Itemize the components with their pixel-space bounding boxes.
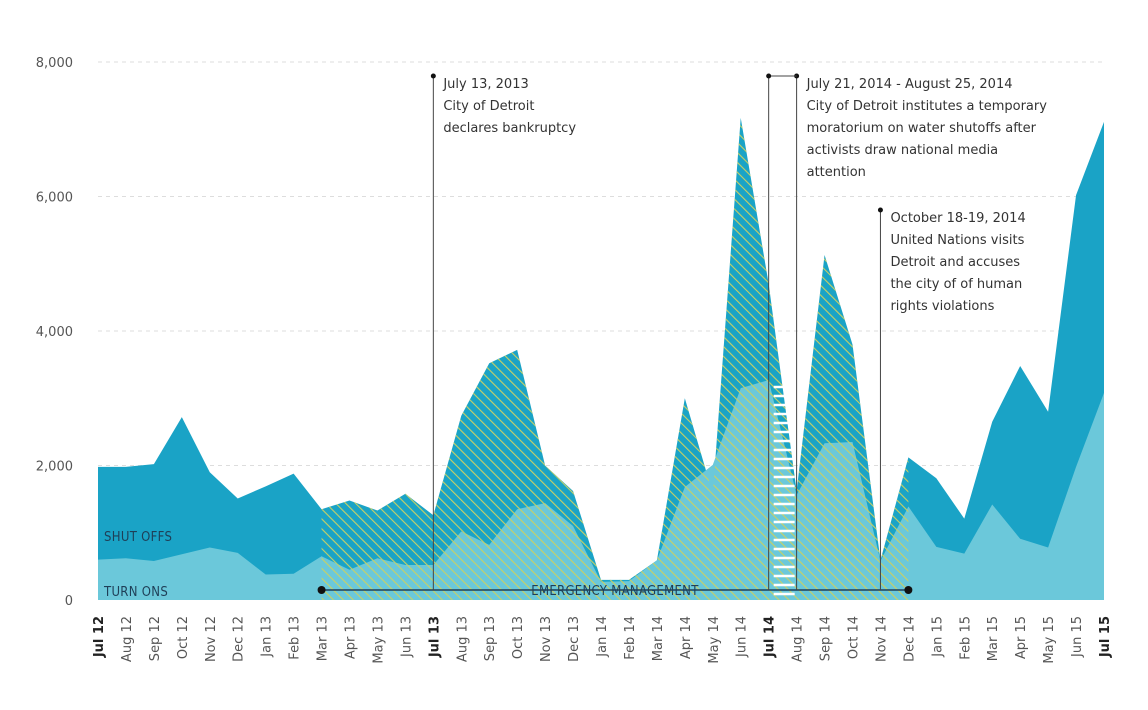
x-tick-label: Jan 15 bbox=[930, 616, 945, 658]
annotations: July 13, 2013 City of Detroit declares ban… bbox=[430, 73, 1048, 590]
shut-offs-label: SHUT OFFS bbox=[104, 530, 172, 545]
emergency-start-dot bbox=[317, 586, 326, 594]
plot-area bbox=[98, 117, 1104, 600]
x-tick-label: Jun 13 bbox=[399, 616, 414, 658]
y-tick-label: 6,000 bbox=[36, 191, 73, 206]
x-tick-label: Dec 14 bbox=[902, 616, 917, 662]
annotation-text: attention bbox=[807, 165, 866, 180]
x-tick-label: Apr 13 bbox=[344, 616, 359, 659]
annotation-text: moratorium on water shutoffs after bbox=[807, 121, 1037, 136]
x-tick-label: Mar 14 bbox=[651, 616, 666, 661]
x-tick-label: Jul 14 bbox=[763, 616, 778, 658]
annotation-text: activists draw national media bbox=[807, 143, 999, 158]
annotation-dot bbox=[766, 73, 772, 79]
emergency-end-dot bbox=[904, 586, 913, 594]
shut-offs-area bbox=[98, 117, 1104, 600]
annotation-text: rights violations bbox=[890, 299, 994, 314]
y-tick-label: 2,000 bbox=[36, 460, 73, 475]
x-tick-label: Nov 13 bbox=[539, 616, 554, 662]
y-tick-label: 8,000 bbox=[36, 56, 73, 71]
x-tick-label: Feb 15 bbox=[958, 616, 973, 660]
x-tick-label: Oct 14 bbox=[847, 616, 862, 659]
x-tick-label: Oct 12 bbox=[176, 616, 191, 659]
emergency-label: EMERGENCY MANAGEMENT bbox=[531, 584, 699, 599]
x-tick-label: Dec 12 bbox=[232, 616, 247, 662]
x-tick-label: Jan 14 bbox=[595, 616, 610, 658]
annotation-text: October 18-19, 2014 bbox=[890, 211, 1025, 226]
x-tick-label: Apr 14 bbox=[679, 616, 694, 659]
x-tick-label: Feb 14 bbox=[623, 616, 638, 660]
annotation-text: United Nations visits bbox=[890, 233, 1024, 248]
x-tick-label: Jun 15 bbox=[1070, 616, 1085, 658]
axes: 0 2,000 4,000 6,000 8,000 Jul 12 Aug 12 Sep 12 O… bbox=[36, 56, 1113, 664]
turn-ons-label: TURN ONS bbox=[103, 585, 168, 600]
x-tick-label: Sep 12 bbox=[148, 616, 163, 661]
x-tick-label: Nov 12 bbox=[204, 616, 219, 662]
x-tick-label: Apr 15 bbox=[1014, 616, 1029, 659]
annotation-text: July 13, 2013 bbox=[442, 77, 528, 92]
x-tick-label: Sep 13 bbox=[483, 616, 498, 661]
annotation-text: City of Detroit institutes a temporary bbox=[807, 99, 1048, 114]
y-tick-label: 0 bbox=[65, 594, 73, 609]
x-tick-label: Aug 12 bbox=[120, 616, 135, 662]
emergency-hatch bbox=[321, 117, 909, 600]
x-tick-label: Feb 13 bbox=[288, 616, 303, 660]
x-tick-label: May 15 bbox=[1042, 616, 1057, 664]
x-tick-label: Aug 14 bbox=[791, 616, 806, 662]
x-tick-label: Mar 15 bbox=[986, 616, 1001, 661]
x-tick-label: Dec 13 bbox=[567, 616, 582, 662]
annotation-dot bbox=[430, 73, 436, 79]
x-tick-label: Jan 13 bbox=[260, 616, 275, 658]
turn-ons-area bbox=[98, 380, 1104, 600]
x-tick-label: May 14 bbox=[707, 616, 722, 664]
annotation-dot bbox=[877, 207, 883, 213]
x-tick-label: Jul 13 bbox=[427, 616, 442, 658]
annotation-text: City of Detroit bbox=[443, 99, 534, 114]
x-tick-label: Aug 13 bbox=[455, 616, 470, 662]
x-tick-label: Jun 14 bbox=[735, 616, 750, 658]
x-tick-label: Jul 12 bbox=[92, 616, 107, 658]
annotation-text: the city of of human bbox=[890, 277, 1022, 292]
annotation-text: Detroit and accuses bbox=[890, 255, 1020, 270]
x-tick-label: Mar 13 bbox=[316, 616, 331, 661]
x-tick-label: Sep 14 bbox=[819, 616, 834, 661]
x-tick-label: May 13 bbox=[371, 616, 386, 664]
y-tick-label: 4,000 bbox=[36, 325, 73, 340]
x-tick-label: Nov 14 bbox=[874, 616, 889, 662]
x-tick-label: Oct 13 bbox=[511, 616, 526, 659]
annotation-text: July 21, 2014 - August 25, 2014 bbox=[806, 77, 1013, 92]
x-tick-label: Jul 15 bbox=[1098, 616, 1113, 658]
annotation-text: declares bankruptcy bbox=[443, 121, 576, 136]
overlays: EMERGENCY MANAGEMENT SHUT OFFS TURN ONS bbox=[103, 117, 913, 600]
